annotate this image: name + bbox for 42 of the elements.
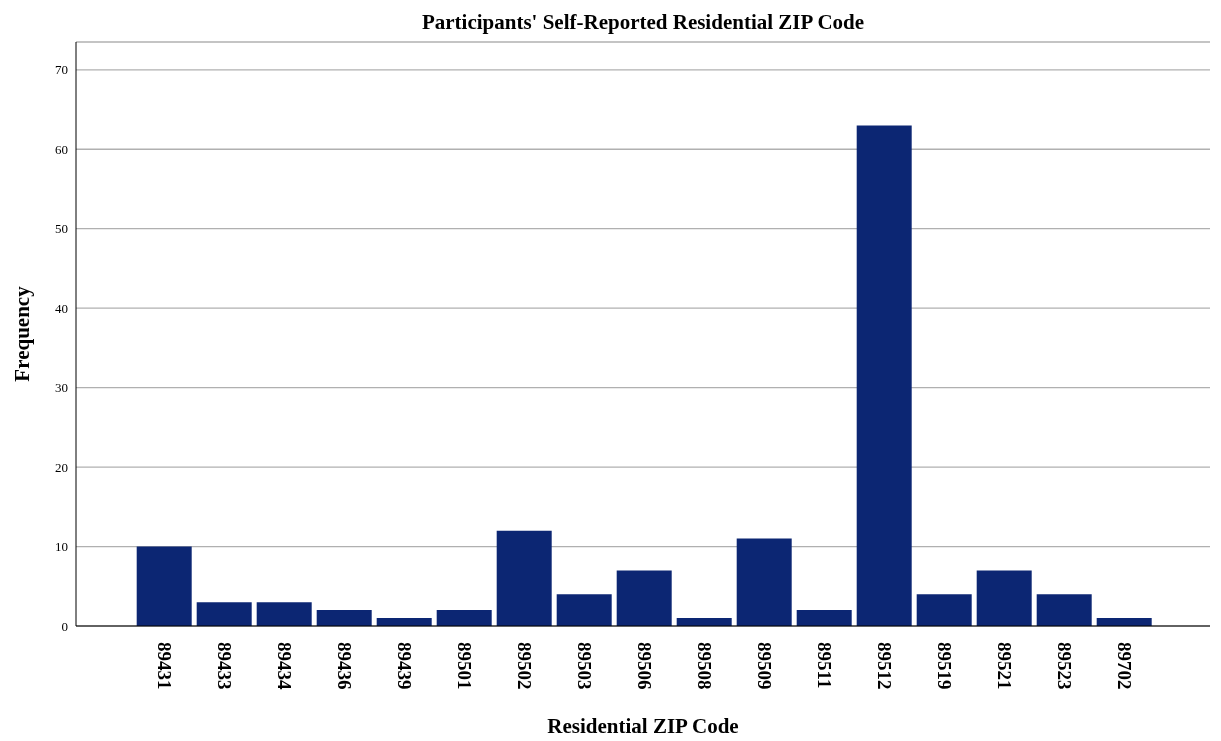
chart-title: Participants' Self-Reported Residential ZIP Code bbox=[420, 10, 866, 35]
bar bbox=[976, 570, 1032, 626]
bar bbox=[1036, 594, 1092, 626]
bar bbox=[256, 602, 312, 626]
y-tick-label: 0 bbox=[61, 618, 68, 634]
bar bbox=[736, 538, 792, 626]
x-tick-label: 89512 bbox=[873, 642, 895, 690]
x-tick-label: 89439 bbox=[393, 642, 415, 690]
bar bbox=[856, 125, 912, 626]
bar bbox=[556, 594, 612, 626]
x-tick-label: 89519 bbox=[933, 642, 955, 690]
x-tick-label: 89434 bbox=[273, 642, 295, 690]
bar bbox=[196, 602, 252, 626]
y-tick-label: 20 bbox=[55, 459, 68, 475]
x-tick-label: 89509 bbox=[753, 642, 775, 690]
y-tick-label: 10 bbox=[55, 539, 68, 555]
x-tick-label: 89503 bbox=[573, 642, 595, 690]
x-tick-label: 89431 bbox=[153, 642, 175, 690]
bar bbox=[616, 570, 672, 626]
bar bbox=[316, 610, 372, 626]
x-tick-label: 89501 bbox=[453, 642, 475, 690]
y-tick-label: 30 bbox=[55, 380, 68, 396]
x-tick-label: 89502 bbox=[513, 642, 535, 690]
y-tick-label: 60 bbox=[55, 141, 68, 157]
y-tick-label: 70 bbox=[55, 62, 68, 78]
bar bbox=[796, 610, 852, 626]
y-tick-label: 40 bbox=[55, 300, 68, 316]
x-axis-title: Residential ZIP Code bbox=[547, 714, 739, 738]
bar bbox=[916, 594, 972, 626]
bar bbox=[136, 546, 192, 626]
x-tick-label: 89506 bbox=[633, 642, 655, 690]
x-tick-label: 89511 bbox=[813, 642, 835, 689]
x-tick-label: 89523 bbox=[1053, 642, 1075, 690]
x-tick-label: 89702 bbox=[1113, 642, 1135, 690]
x-tick-label: 89508 bbox=[693, 642, 715, 690]
x-tick-label: 89436 bbox=[333, 642, 355, 690]
bar bbox=[496, 530, 552, 626]
x-tick-label: 89433 bbox=[213, 642, 235, 690]
x-tick-label: 89521 bbox=[993, 642, 1015, 690]
bar bbox=[436, 610, 492, 626]
y-axis-title: Frequency bbox=[10, 285, 35, 382]
y-tick-label: 50 bbox=[55, 221, 68, 237]
